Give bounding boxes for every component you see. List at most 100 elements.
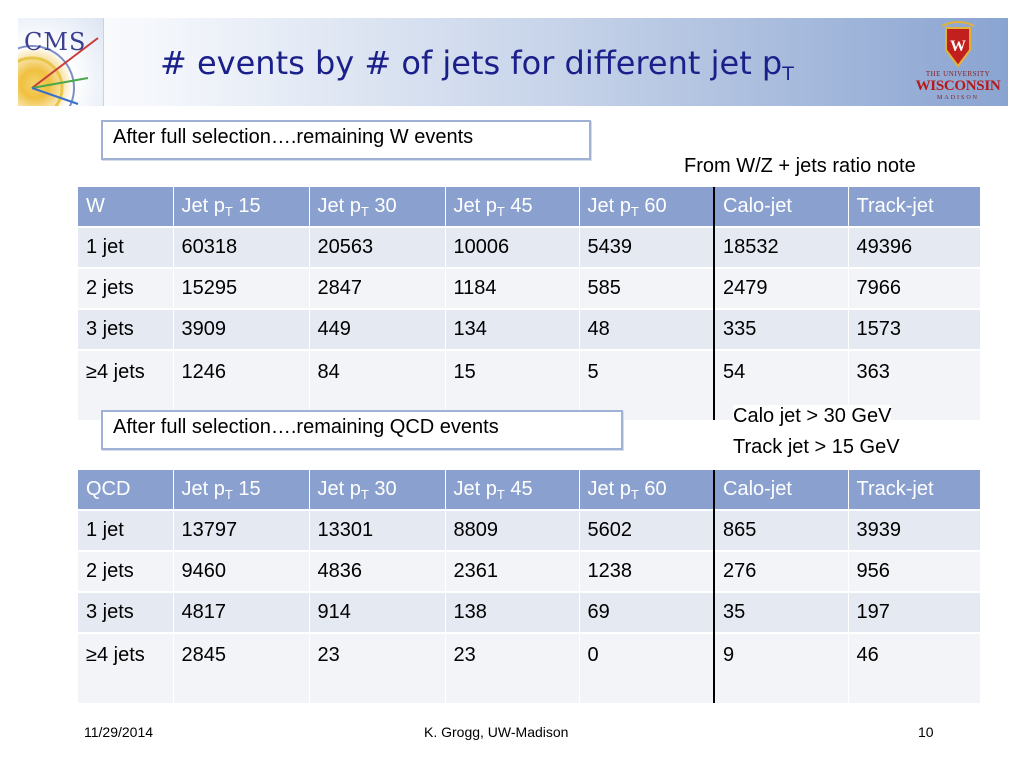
table-cell: 3909 <box>173 308 310 350</box>
track-cut-note: Track jet > 15 GeV <box>733 436 900 458</box>
table-cell: 4817 <box>173 591 310 633</box>
table-header-row: W Jet pT 15 Jet pT 30 Jet pT 45 Jet pT 6… <box>78 187 981 227</box>
header-cell: Jet pT 30 <box>309 470 446 510</box>
header-cell: Jet pT 60 <box>579 470 715 510</box>
crest-icon: W <box>941 21 975 68</box>
footer-author: K. Grogg, UW-Madison <box>424 724 569 740</box>
page-number: 10 <box>918 724 934 740</box>
table-cell: 1246 <box>173 349 310 420</box>
table-row: 2 jets 9460 4836 2361 1238 276 956 <box>78 550 981 592</box>
table-header-row: QCD Jet pT 15 Jet pT 30 Jet pT 45 Jet pT… <box>78 470 981 510</box>
header-cell: Jet pT 15 <box>173 187 310 227</box>
table-cell: 1184 <box>445 267 580 309</box>
table-cell: 46 <box>848 632 981 703</box>
qcd-events-table: QCD Jet pT 15 Jet pT 30 Jet pT 45 Jet pT… <box>78 470 981 703</box>
cms-logo-text: CMS <box>24 28 87 56</box>
table-row: 1 jet 60318 20563 10006 5439 18532 49396 <box>78 226 981 268</box>
table-cell: 49396 <box>848 226 981 268</box>
table-cell: 363 <box>848 349 981 420</box>
table-cell: 956 <box>848 550 981 592</box>
page-title: # events by # of jets for different jet … <box>160 44 794 85</box>
table-cell: 20563 <box>309 226 446 268</box>
table-cell: 449 <box>309 308 446 350</box>
table-cell: 276 <box>713 550 849 592</box>
table-cell: 7966 <box>848 267 981 309</box>
w-events-table: W Jet pT 15 Jet pT 30 Jet pT 45 Jet pT 6… <box>78 187 981 420</box>
table-row: ≥4 jets 2845 23 23 0 9 46 <box>78 632 981 703</box>
table-cell: 60318 <box>173 226 310 268</box>
table-cell: 15 <box>445 349 580 420</box>
table-cell: 35 <box>713 591 849 633</box>
table-cell: 15295 <box>173 267 310 309</box>
source-note: From W/Z + jets ratio note <box>684 155 916 177</box>
table-cell: 2845 <box>173 632 310 703</box>
table-cell: 23 <box>445 632 580 703</box>
uw-logo-line1: THE UNIVERSITY <box>925 70 991 78</box>
uw-madison-logo: W THE UNIVERSITY WISCONSIN MADISON <box>912 20 1004 104</box>
table-cell: 2361 <box>445 550 580 592</box>
header-cell: Jet pT 30 <box>309 187 446 227</box>
cms-logo: CMS <box>18 18 104 106</box>
table-cell: 8809 <box>445 509 580 551</box>
table-cell: 5439 <box>579 226 715 268</box>
header-cell: Jet pT 45 <box>445 187 580 227</box>
row-label: ≥4 jets <box>78 632 174 703</box>
row-label: 3 jets <box>78 591 174 633</box>
table-cell: 3939 <box>848 509 981 551</box>
table-cell: 585 <box>579 267 715 309</box>
header-cell: W <box>78 187 174 227</box>
table-cell: 9 <box>713 632 849 703</box>
header-cell: Jet pT 60 <box>579 187 715 227</box>
table-cell: 865 <box>713 509 849 551</box>
table-cell: 197 <box>848 591 981 633</box>
table-row: 2 jets 15295 2847 1184 585 2479 7966 <box>78 267 981 309</box>
table-cell: 2847 <box>309 267 446 309</box>
row-label: 3 jets <box>78 308 174 350</box>
w-selection-label: After full selection….remaining W events <box>101 120 591 160</box>
table-row: 3 jets 4817 914 138 69 35 197 <box>78 591 981 633</box>
header-cell: Calo-jet <box>713 470 849 510</box>
table-cell: 1238 <box>579 550 715 592</box>
header-cell: QCD <box>78 470 174 510</box>
header-cell: Jet pT 15 <box>173 470 310 510</box>
uw-logo-line3: MADISON <box>936 95 979 101</box>
row-label: 1 jet <box>78 226 174 268</box>
row-label: 1 jet <box>78 509 174 551</box>
header-cell: Calo-jet <box>713 187 849 227</box>
svg-text:W: W <box>950 38 966 55</box>
table-cell: 13301 <box>309 509 446 551</box>
header-cell: Jet pT 45 <box>445 470 580 510</box>
calo-cut-note: Calo jet > 30 GeV <box>733 405 892 428</box>
table-row: 3 jets 3909 449 134 48 335 1573 <box>78 308 981 350</box>
table-cell: 0 <box>579 632 715 703</box>
table-cell: 5602 <box>579 509 715 551</box>
header-cell: Track-jet <box>848 187 981 227</box>
footer-date: 11/29/2014 <box>84 724 154 740</box>
table-cell: 48 <box>579 308 715 350</box>
table-cell: 138 <box>445 591 580 633</box>
row-label: 2 jets <box>78 267 174 309</box>
table-row: 1 jet 13797 13301 8809 5602 865 3939 <box>78 509 981 551</box>
table-cell: 23 <box>309 632 446 703</box>
table-cell: 914 <box>309 591 446 633</box>
table-cell: 4836 <box>309 550 446 592</box>
table-cell: 5 <box>579 349 715 420</box>
qcd-selection-label: After full selection….remaining QCD even… <box>101 410 623 450</box>
title-text: # events by # of jets for different jet … <box>160 44 783 82</box>
title-bar <box>18 18 1008 106</box>
table-cell: 10006 <box>445 226 580 268</box>
table-cell: 335 <box>713 308 849 350</box>
table-cell: 69 <box>579 591 715 633</box>
table-cell: 13797 <box>173 509 310 551</box>
table-cell: 134 <box>445 308 580 350</box>
title-subscript: T <box>782 63 794 85</box>
row-label: 2 jets <box>78 550 174 592</box>
row-label: ≥4 jets <box>78 349 174 420</box>
table-cell: 18532 <box>713 226 849 268</box>
table-cell: 2479 <box>713 267 849 309</box>
table-cell: 1573 <box>848 308 981 350</box>
table-cell: 9460 <box>173 550 310 592</box>
uw-logo-line2: WISCONSIN <box>915 78 1001 94</box>
header-cell: Track-jet <box>848 470 981 510</box>
table-cell: 84 <box>309 349 446 420</box>
